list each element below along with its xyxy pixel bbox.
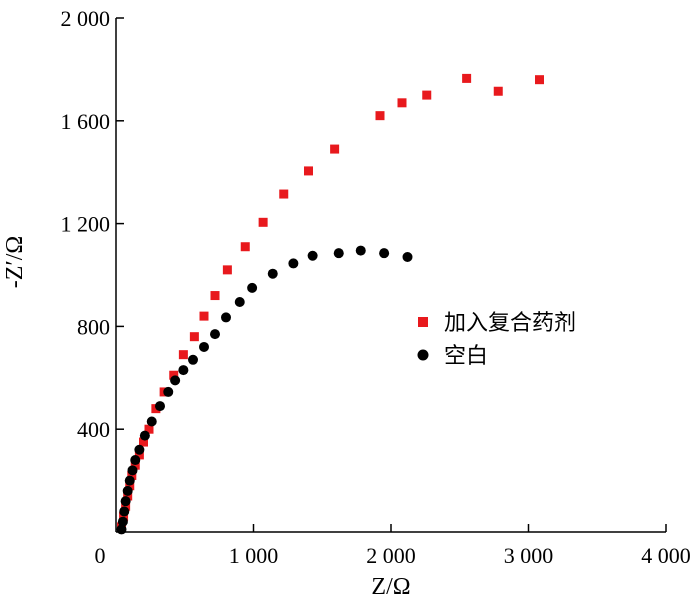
data-point-circle <box>127 465 138 476</box>
data-point-circle <box>267 268 278 279</box>
data-point-square <box>493 86 503 96</box>
data-point-square <box>304 166 313 176</box>
data-point-square <box>535 75 544 85</box>
data-point-circle <box>155 401 165 412</box>
data-point-circle <box>139 430 150 441</box>
data-point-circle <box>355 245 366 256</box>
data-point-circle <box>379 248 390 259</box>
data-point-circle <box>170 375 181 386</box>
data-point-circle <box>146 416 157 427</box>
data-point-circle <box>333 248 344 259</box>
data-point-circle <box>307 250 318 261</box>
y-tick-label: 2 000 <box>61 6 111 31</box>
y-tick-label: 1 600 <box>61 109 111 134</box>
data-point-square <box>279 189 289 199</box>
plot-marks <box>116 73 544 535</box>
legend-marker-square <box>418 317 428 327</box>
data-point-square <box>422 90 432 100</box>
data-point-square <box>144 424 154 434</box>
data-point-circle <box>178 365 189 376</box>
y-tick-label: 1 200 <box>61 212 111 237</box>
data-point-circle <box>210 329 220 340</box>
data-point-circle <box>122 485 133 496</box>
data-point-circle <box>163 386 174 397</box>
data-point-square <box>375 111 385 121</box>
axes: 0 1 000 2 000 3 000 4 000 400 800 1 200 1 600 2 0… <box>2 6 691 600</box>
data-point-circle <box>402 252 413 263</box>
data-point-circle <box>119 506 130 517</box>
data-point-circle <box>221 312 231 323</box>
data-point-square <box>121 501 131 511</box>
data-point-square <box>258 217 268 227</box>
data-point-square <box>169 370 179 380</box>
series-2 <box>116 245 413 535</box>
data-point-square <box>330 144 340 154</box>
series-1 <box>117 73 544 532</box>
data-point-square <box>127 470 137 480</box>
data-point-square <box>123 491 133 501</box>
data-point-square <box>134 450 144 460</box>
data-point-circle <box>234 296 245 307</box>
data-point-circle <box>130 455 141 466</box>
data-point-square <box>178 350 188 360</box>
x-tick-label: 0 <box>95 543 106 568</box>
x-tick-label: 1 000 <box>229 543 279 568</box>
y-axis-title: -Z′/Ω <box>2 236 28 288</box>
data-point-square <box>199 311 209 321</box>
data-point-square <box>139 437 148 447</box>
data-point-square <box>240 242 250 252</box>
data-point-square <box>222 265 232 275</box>
data-point-circle <box>288 258 299 269</box>
x-tick-label: 3 000 <box>504 543 554 568</box>
y-tick-label: 800 <box>77 314 110 339</box>
data-point-circle <box>120 496 131 507</box>
data-point-circle <box>134 444 145 455</box>
data-point-square <box>189 332 199 342</box>
legend-marker-circle <box>417 349 429 361</box>
data-point-square <box>125 481 135 491</box>
data-point-circle <box>124 475 135 486</box>
x-tick-label: 2 000 <box>366 543 416 568</box>
data-point-circle <box>199 341 209 352</box>
legend-label: 空白 <box>444 344 488 369</box>
data-point-square <box>210 291 220 301</box>
legend-label: 加入复合药剂 <box>444 311 576 336</box>
data-point-square <box>119 512 129 522</box>
x-axis-title: Z/Ω <box>371 574 410 600</box>
data-point-square <box>130 460 140 470</box>
data-point-circle <box>247 282 258 293</box>
data-point-square <box>397 98 407 108</box>
x-tick-label: 4 000 <box>641 543 691 568</box>
data-point-circle <box>188 354 198 365</box>
y-tick-label: 400 <box>77 417 110 442</box>
data-point-circle <box>117 516 128 527</box>
data-point-square <box>462 73 472 83</box>
